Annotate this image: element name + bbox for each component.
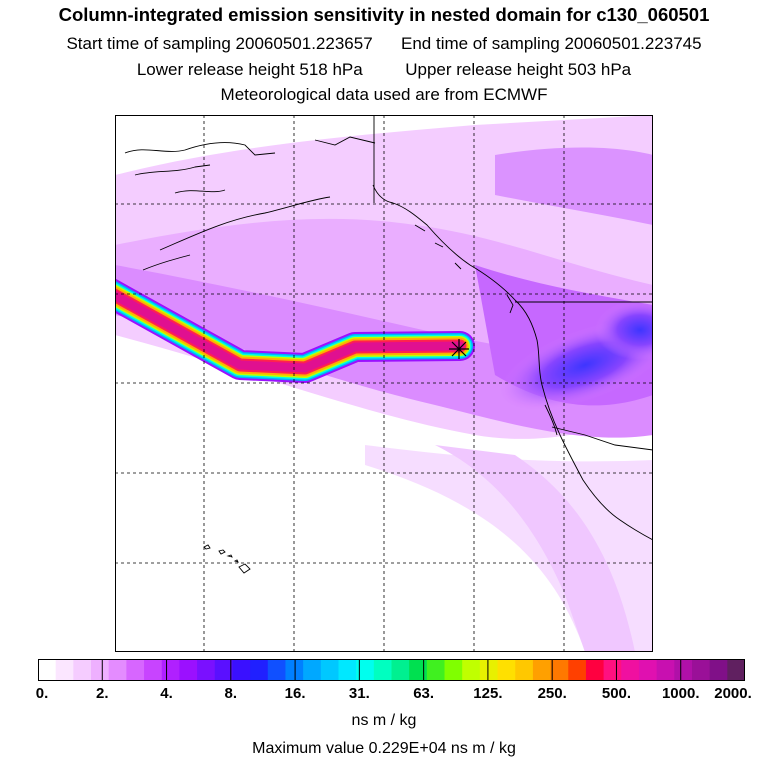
colorbar-tick-label: 4.	[160, 685, 173, 702]
release-height-row: Lower release height 518 hPa Upper relea…	[0, 60, 768, 80]
colorbar-cell	[108, 659, 127, 681]
colorbar	[38, 659, 745, 681]
colorbar-cell	[144, 659, 163, 681]
colorbar-cell	[250, 659, 269, 681]
colorbar-cell	[479, 659, 499, 681]
colorbar-cell	[497, 659, 516, 681]
colorbar-tick-label: 125.	[473, 685, 503, 702]
colorbar-tick-label: 2000.	[714, 685, 752, 702]
plume-trajectory	[115, 278, 475, 383]
colorbar-cell	[38, 659, 57, 681]
colorbar-tick-label: 31.	[348, 685, 370, 702]
hawaii-islands	[203, 544, 251, 574]
colorbar-frame	[38, 659, 745, 681]
colorbar-units: ns m / kg	[351, 712, 417, 729]
colorbar-cell	[267, 659, 287, 681]
colorbar-cell	[303, 659, 322, 681]
lower-release-label: Lower release height 518 hPa	[136, 60, 363, 79]
colorbar-cell	[373, 659, 393, 681]
colorbar-cell	[515, 659, 534, 681]
colorbar-tick-label: 8.	[224, 685, 238, 702]
colorbar-cell	[126, 659, 145, 681]
colorbar-cell	[532, 659, 552, 681]
colorbar-tick-label: 0.	[35, 685, 49, 702]
political-boundaries	[373, 115, 653, 451]
colorbar-tick-label: 1000.	[661, 685, 700, 702]
coastlines	[124, 136, 653, 541]
colorbar-tick-label: 500.	[601, 685, 632, 702]
colorbar-cell	[91, 659, 110, 681]
colorbar-cell	[709, 659, 728, 681]
release-point-marker	[449, 339, 469, 359]
colorbar-cell	[674, 659, 693, 681]
sampling-time-row: Start time of sampling 20060501.223657 E…	[0, 34, 768, 54]
colorbar-cell	[603, 659, 622, 681]
met-data-label: Meteorological data used are from ECMWF	[220, 85, 548, 104]
upper-release-label: Upper release height 503 hPa	[405, 60, 632, 79]
colorbar-cells	[38, 659, 745, 681]
colorbar-tick-label: 2.	[96, 685, 109, 702]
colorbar-cell	[161, 659, 181, 681]
map-frame	[115, 115, 653, 652]
colorbar-cell	[197, 659, 216, 681]
colorbar-cell	[568, 659, 587, 681]
colorbar-cell	[585, 659, 605, 681]
colorbar-cell	[426, 659, 446, 681]
colorbar-cell	[338, 659, 357, 681]
colorbar-cell	[409, 659, 428, 681]
colorbar-cell	[462, 659, 481, 681]
colorbar-cell	[656, 659, 675, 681]
maximum-value-label: Maximum value 0.229E+04 ns m / kg	[252, 740, 516, 757]
colorbar-cell	[691, 659, 711, 681]
colorbar-cell	[727, 659, 745, 681]
start-time-label: Start time of sampling 20060501.223657	[66, 34, 373, 53]
colorbar-cell	[621, 659, 640, 681]
colorbar-cell	[320, 659, 340, 681]
colorbar-cell	[55, 659, 74, 681]
colorbar-cell	[444, 659, 463, 681]
colorbar-tick-label: 63.	[413, 685, 435, 702]
colorbar-cell	[179, 659, 198, 681]
colorbar-cell	[73, 659, 92, 681]
colorbar-cell	[214, 659, 234, 681]
colorbar-tick-label: 16.	[284, 685, 306, 702]
colorbar-tick-label: 250.	[537, 685, 567, 702]
plot-title: Column-integrated emission sensitivity i…	[58, 4, 710, 25]
colorbar-cell	[638, 659, 658, 681]
end-time-label: End time of sampling 20060501.223745	[401, 34, 702, 53]
sensitivity-map	[115, 115, 653, 652]
colorbar-cell	[356, 659, 375, 681]
colorbar-cell	[550, 659, 569, 681]
colorbar-cell	[391, 659, 410, 681]
colorbar-cell	[232, 659, 251, 681]
